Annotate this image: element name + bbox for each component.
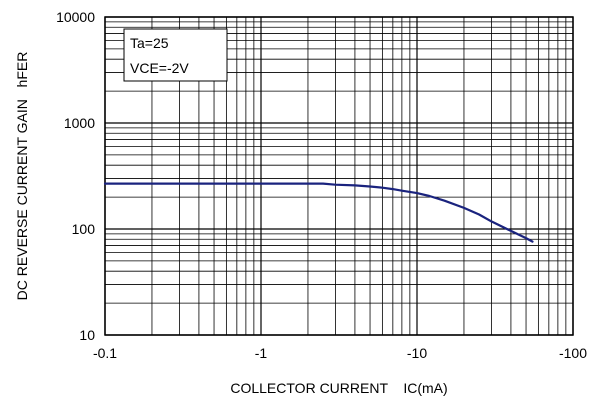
x-axis-label: COLLECTOR CURRENT IC(mA) xyxy=(230,380,447,396)
series-line xyxy=(103,182,534,243)
x-tick-labels: -0.1 -1 -10 -100 xyxy=(93,345,587,361)
y-tick-label: 10 xyxy=(79,327,95,343)
x-tick-label: -1 xyxy=(255,345,268,361)
legend: Ta=25 VCE=-2V xyxy=(123,28,228,82)
legend-line: Ta=25 xyxy=(130,35,169,51)
legend-line: VCE=-2V xyxy=(130,60,189,76)
x-tick-label: -10 xyxy=(407,345,427,361)
x-tick-label: -0.1 xyxy=(93,345,117,361)
series-layer xyxy=(103,182,534,243)
plot-frame xyxy=(104,16,574,336)
y-tick-labels: 10 100 1000 10000 xyxy=(56,9,95,343)
y-tick-label: 1000 xyxy=(64,115,95,131)
x-tick-label: -100 xyxy=(559,345,587,361)
legend-box xyxy=(123,28,228,82)
y-tick-label: 10000 xyxy=(56,9,95,25)
y-axis-label: DC REVERSE CURRENT GAIN hFER xyxy=(14,52,30,301)
y-tick-label: 100 xyxy=(72,221,96,237)
